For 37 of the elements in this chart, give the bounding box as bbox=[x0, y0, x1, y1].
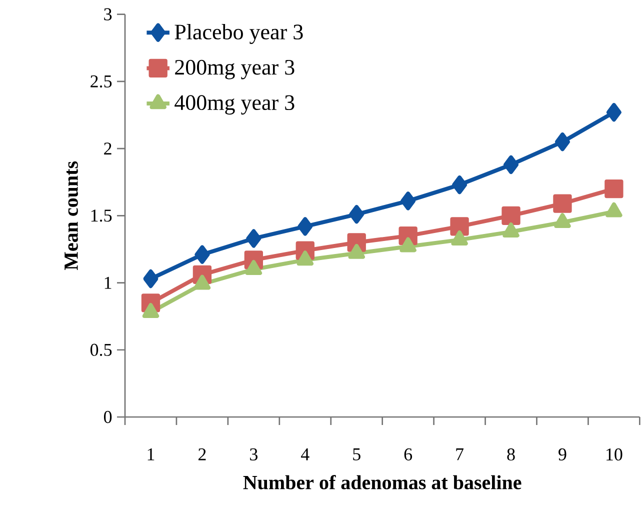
point bbox=[554, 132, 570, 152]
x-tick-label: 3 bbox=[250, 448, 258, 460]
point bbox=[553, 194, 572, 213]
point bbox=[246, 229, 262, 248]
point bbox=[452, 175, 468, 194]
x-tick-label: 8 bbox=[507, 448, 515, 461]
x-tick-label: 7 bbox=[456, 448, 464, 460]
y-tick-label: 3 bbox=[104, 8, 112, 20]
x-tick-label: 4 bbox=[300, 448, 310, 460]
y-tick-label: 2 bbox=[104, 142, 112, 155]
x-tick-label: 5 bbox=[353, 448, 360, 460]
point bbox=[604, 179, 624, 198]
legend-label: Placebo year 3 bbox=[174, 24, 303, 44]
x-tick-label: 1 bbox=[148, 448, 154, 460]
y-tick-label: 1 bbox=[104, 276, 112, 289]
x-axis-title: Number of adenomas at baseline bbox=[243, 475, 522, 490]
point bbox=[450, 217, 469, 236]
point bbox=[194, 245, 210, 264]
x-tick-label: 6 bbox=[404, 448, 412, 460]
point bbox=[504, 155, 519, 174]
y-tick-label: 2.5 bbox=[90, 75, 112, 88]
legend-label: 200mg year 3 bbox=[175, 60, 294, 80]
legend-label: 400mg year 3 bbox=[174, 95, 294, 115]
y-tick-label: 1.5 bbox=[91, 210, 112, 222]
point bbox=[298, 217, 313, 236]
point bbox=[143, 269, 158, 288]
x-tick-label: 9 bbox=[558, 448, 566, 460]
point bbox=[502, 206, 520, 226]
y-tick-label: 0 bbox=[104, 410, 112, 424]
point bbox=[606, 102, 622, 122]
point bbox=[349, 204, 364, 224]
x-tick-label: 10 bbox=[606, 448, 622, 461]
point bbox=[400, 192, 416, 210]
x-tick-label: 2 bbox=[198, 448, 206, 460]
point bbox=[245, 260, 262, 276]
y-axis-title: Mean counts bbox=[64, 161, 78, 270]
y-tick-label: 0.5 bbox=[90, 344, 112, 356]
